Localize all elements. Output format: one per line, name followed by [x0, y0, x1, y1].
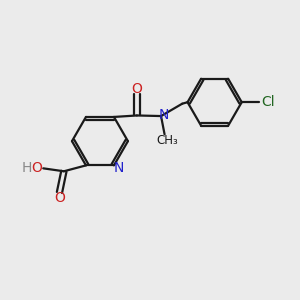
Text: O: O — [31, 161, 42, 175]
Text: N: N — [114, 161, 124, 175]
Text: O: O — [131, 82, 142, 96]
Text: N: N — [158, 108, 169, 122]
Text: CH₃: CH₃ — [157, 134, 178, 147]
Text: O: O — [54, 191, 65, 205]
Text: H: H — [22, 161, 32, 175]
Text: Cl: Cl — [261, 95, 274, 109]
